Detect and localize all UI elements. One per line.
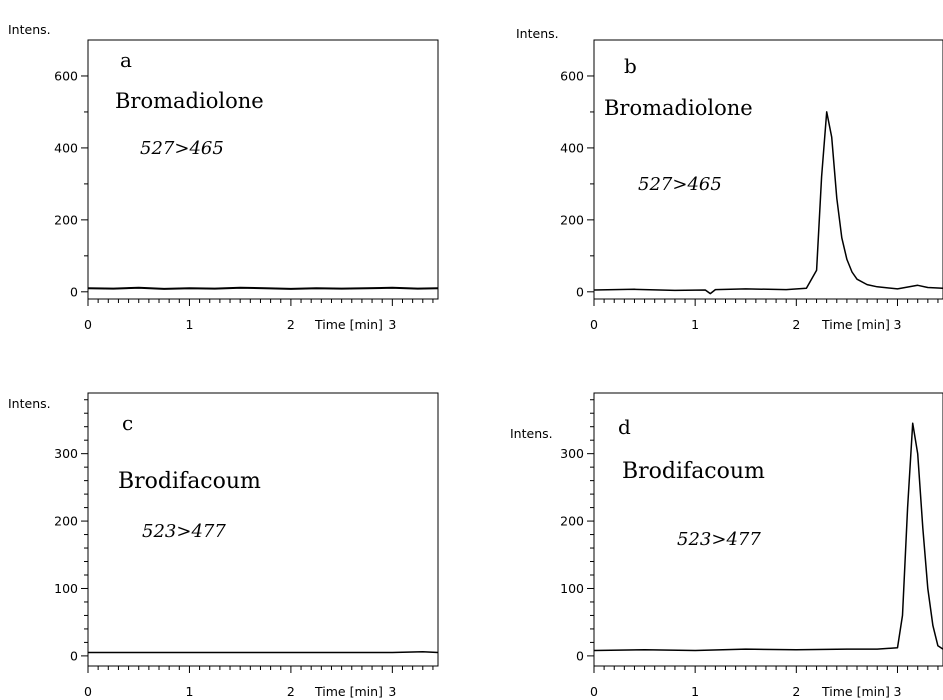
x-tick-label: 2 (792, 317, 800, 332)
chart-panel-c: 0 100 200 300 0 1 2 3 Intens. Time [min] c Brodifac… (8, 392, 439, 699)
transition-label: 527>465 (638, 174, 722, 195)
panel-letter: c (122, 411, 133, 435)
y-tick-label: 400 (54, 140, 78, 155)
plot-frame (593, 392, 943, 667)
x-tick-label: 1 (185, 317, 193, 332)
y-tick-label: 0 (70, 284, 78, 299)
x-axis-title: Time [min] (314, 317, 383, 332)
x-tick-label: 3 (388, 317, 396, 332)
y-tick-label: 200 (54, 514, 78, 529)
x-tick-label: 1 (185, 684, 193, 699)
chart-panel-a: 0 200 400 600 0 1 2 3 Intens. Time [min] a Bromadio… (8, 22, 439, 332)
y-tick-label: 300 (560, 446, 584, 461)
chromatogram-trace (593, 111, 943, 295)
y-axis-title: Intens. (516, 26, 559, 41)
y-tick-label: 400 (560, 140, 584, 155)
chromatogram-trace (87, 286, 439, 290)
transition-label: 523>477 (142, 521, 226, 542)
panel-letter: d (618, 415, 631, 439)
x-tick-label: 1 (691, 317, 699, 332)
plot-frame (87, 39, 439, 300)
x-axis-title: Time [min] (821, 317, 890, 332)
chart-panel-b: 0 200 400 600 0 1 2 3 Intens. Time [min] b Bromadio… (516, 26, 943, 332)
x-tick-label: 2 (792, 684, 800, 699)
x-tick-label: 0 (84, 317, 92, 332)
panel-letter: b (624, 54, 637, 78)
compound-label: Bromadiolone (115, 89, 264, 113)
y-tick-label: 200 (560, 514, 584, 529)
x-tick-label: 1 (691, 684, 699, 699)
y-tick-label: 100 (560, 581, 584, 596)
x-tick-label: 2 (287, 684, 295, 699)
transition-label: 527>465 (140, 138, 224, 159)
compound-label: Brodifacoum (622, 459, 765, 484)
y-tick-label: 0 (576, 284, 584, 299)
y-tick-label: 600 (54, 68, 78, 83)
compound-label: Brodifacoum (118, 469, 261, 494)
x-tick-label: 3 (388, 684, 396, 699)
x-axis-title: Time [min] (314, 684, 383, 699)
chromatogram-trace (593, 422, 943, 652)
x-tick-label: 0 (84, 684, 92, 699)
compound-label: Bromadiolone (604, 96, 753, 120)
y-axis-title: Intens. (510, 426, 553, 441)
panel-letter: a (120, 48, 132, 72)
chart-panel-d: 0 100 200 300 0 1 2 3 Intens. Time [min] d Brodifac… (510, 392, 943, 699)
plot-frame (87, 392, 439, 667)
plot-frame (593, 39, 943, 300)
y-axis-title: Intens. (8, 22, 51, 37)
x-axis-title: Time [min] (821, 684, 890, 699)
y-axis-title: Intens. (8, 396, 51, 411)
transition-label: 523>477 (677, 529, 761, 550)
y-tick-label: 0 (70, 648, 78, 663)
chromatogram-trace (88, 651, 439, 654)
x-tick-label: 2 (287, 317, 295, 332)
y-tick-label: 0 (576, 648, 584, 663)
y-tick-label: 600 (560, 68, 584, 83)
y-tick-label: 200 (54, 212, 78, 227)
y-tick-label: 300 (54, 446, 78, 461)
x-tick-label: 3 (894, 317, 902, 332)
y-tick-label: 100 (54, 581, 78, 596)
x-tick-label: 0 (590, 317, 598, 332)
x-tick-label: 3 (894, 684, 902, 699)
x-tick-label: 0 (590, 684, 598, 699)
y-tick-label: 200 (560, 212, 584, 227)
